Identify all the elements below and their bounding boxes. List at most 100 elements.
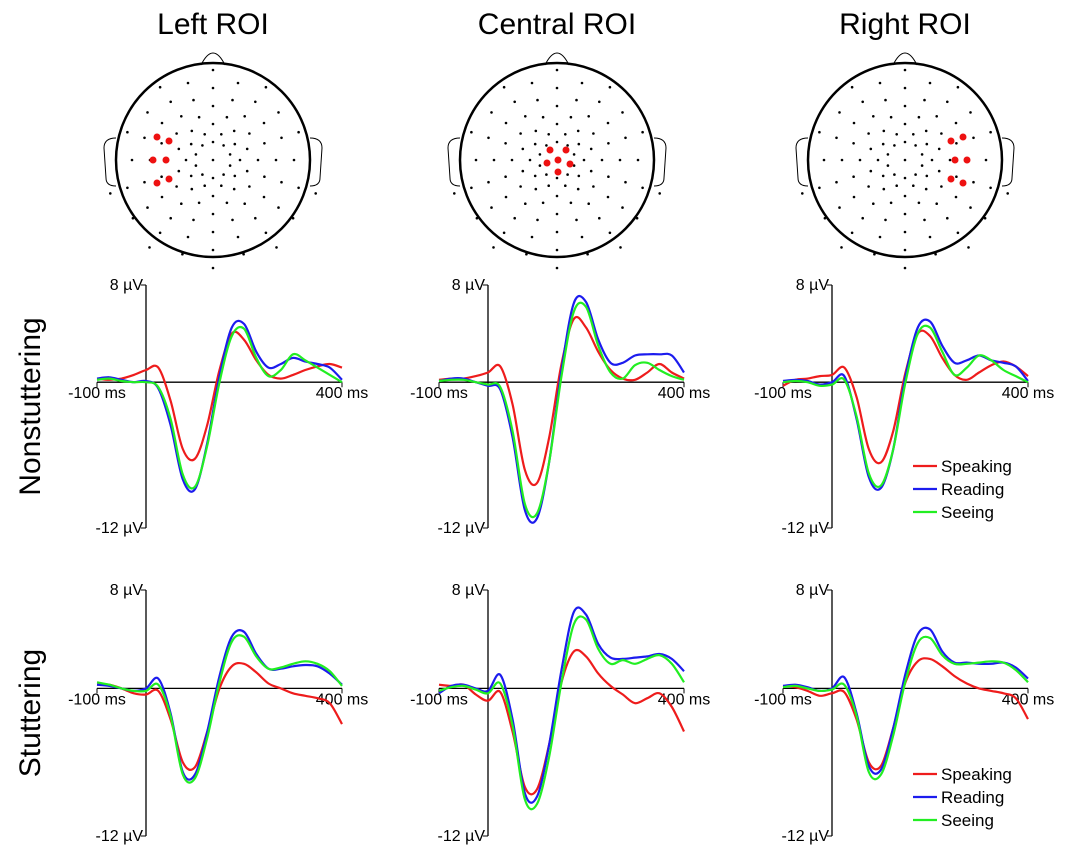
y-tick-label: -12 µV xyxy=(438,828,486,845)
electrode xyxy=(889,201,893,205)
electrode xyxy=(972,136,975,140)
electrode xyxy=(513,100,516,104)
electrode xyxy=(641,130,644,134)
electrode xyxy=(211,140,215,144)
erp-line xyxy=(96,634,343,784)
nose xyxy=(544,52,570,66)
electrode xyxy=(618,158,622,162)
electrode xyxy=(222,173,225,176)
electrode xyxy=(254,216,257,220)
electrode xyxy=(850,231,854,235)
electrode xyxy=(547,133,550,136)
erp-line xyxy=(96,629,343,781)
electrode xyxy=(238,158,242,162)
electrode xyxy=(131,216,135,220)
electrode xyxy=(504,195,508,199)
electrode xyxy=(525,252,528,256)
electrode xyxy=(619,246,622,249)
electrode xyxy=(194,153,198,156)
electrode xyxy=(536,218,539,222)
electrode xyxy=(534,187,538,191)
electrode xyxy=(589,147,593,151)
electrode xyxy=(903,266,907,270)
electrode xyxy=(184,158,188,162)
electrode xyxy=(822,158,826,162)
electrode xyxy=(502,231,506,235)
electrode xyxy=(852,142,855,145)
electrode xyxy=(895,184,898,187)
electrode xyxy=(545,144,548,147)
electrode xyxy=(564,133,567,136)
electrode xyxy=(277,111,280,114)
electrode xyxy=(608,231,612,235)
electrode xyxy=(211,176,215,180)
electrode xyxy=(524,202,527,205)
electrode xyxy=(636,158,640,162)
electrode xyxy=(492,158,496,162)
electrode xyxy=(572,164,576,167)
electrode xyxy=(292,158,296,162)
head-outline xyxy=(114,61,312,259)
electrode xyxy=(233,142,237,146)
electrode xyxy=(490,206,493,209)
electrode xyxy=(884,218,887,222)
electrode xyxy=(555,140,559,144)
electrode xyxy=(884,98,887,102)
electrode xyxy=(453,192,456,195)
electrode xyxy=(146,111,149,114)
electrode xyxy=(190,187,194,191)
electrode xyxy=(211,158,215,162)
electrode xyxy=(954,195,958,199)
electrode xyxy=(143,136,146,140)
electrode xyxy=(254,100,257,104)
electrode xyxy=(607,175,610,178)
electrode xyxy=(935,115,938,118)
roi-electrode xyxy=(153,179,161,187)
legend-label: Reading xyxy=(941,788,1004,807)
electrode xyxy=(280,180,283,184)
electrode xyxy=(835,180,838,184)
electrode xyxy=(872,202,875,205)
y-tick-label: 8 µV xyxy=(110,277,144,294)
x-tick-label: -100 ms xyxy=(754,385,812,402)
erp-chart: Left ROI Nonstuttering 8 µV -12 µV -100 ms 40… xyxy=(14,8,368,537)
electrode xyxy=(577,142,581,146)
electrode xyxy=(575,98,578,102)
electrode xyxy=(878,235,882,239)
electrode xyxy=(850,85,854,89)
electrode xyxy=(220,133,223,136)
electrode xyxy=(555,122,559,126)
y-tick-label: -12 µV xyxy=(438,520,486,537)
electrode xyxy=(1006,192,1009,195)
electrode xyxy=(598,216,601,220)
electrode xyxy=(186,235,190,239)
electrode xyxy=(175,185,178,188)
electrode xyxy=(158,85,162,89)
electrode xyxy=(211,122,215,126)
electrode xyxy=(264,231,268,235)
electrode xyxy=(917,115,921,119)
electrode xyxy=(248,185,251,188)
electrode xyxy=(893,144,896,147)
electrode xyxy=(600,158,604,162)
electrode xyxy=(606,195,610,199)
electrode xyxy=(519,132,522,135)
erp-line xyxy=(782,626,1029,775)
electrode xyxy=(297,130,300,134)
electrode xyxy=(917,201,921,205)
erp-line xyxy=(96,319,343,493)
electrode xyxy=(621,111,624,114)
electrode xyxy=(895,133,898,136)
column-title: Left ROI xyxy=(157,8,269,41)
electrode xyxy=(555,176,559,180)
electrode xyxy=(838,111,841,114)
electrode xyxy=(878,81,882,85)
electrode xyxy=(530,81,534,85)
electrode xyxy=(858,158,862,162)
electrode xyxy=(925,174,929,178)
electrode xyxy=(243,115,246,118)
roi-electrode xyxy=(947,175,955,183)
electrode xyxy=(189,142,193,146)
electrode xyxy=(823,216,827,220)
